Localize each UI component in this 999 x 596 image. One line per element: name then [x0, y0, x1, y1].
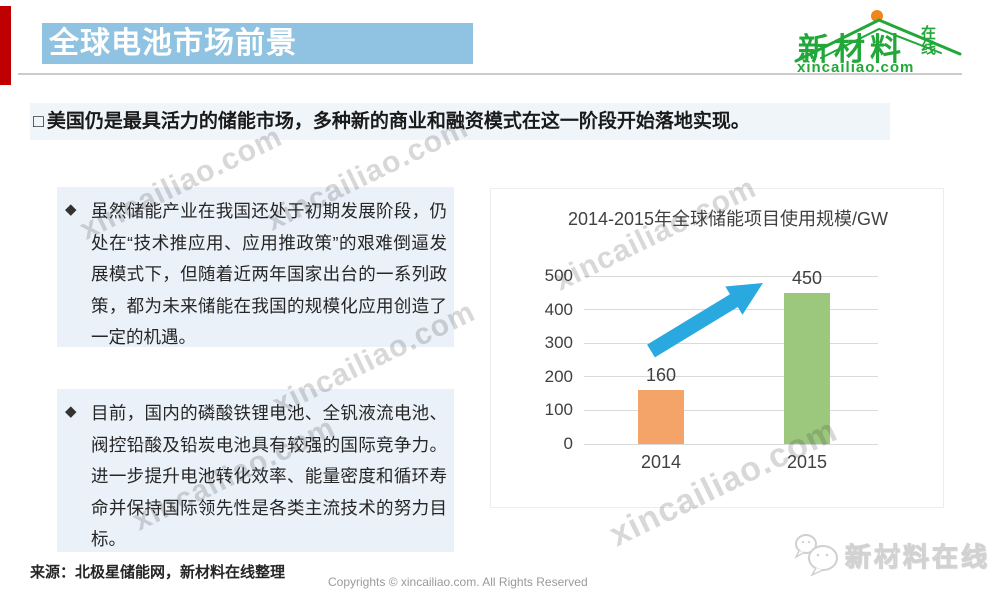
x-axis-label: 2014	[640, 452, 682, 472]
gridline	[584, 376, 878, 378]
left-accent-bar	[0, 6, 11, 85]
diamond-bullet-icon: ◆	[65, 201, 77, 218]
growth-arrow-icon	[647, 282, 763, 358]
logo-suffix: 在 线	[921, 26, 936, 56]
logo-name: 新材料	[798, 32, 906, 67]
bar-value-label: 450	[791, 267, 823, 288]
y-axis-tick: 200	[544, 366, 573, 386]
statement-text: 美国仍是最具活力的储能市场，多种新的商业和融资模式在这一阶段开始落地实现。	[46, 111, 750, 132]
bar-2014	[638, 390, 684, 444]
square-bullet: □	[33, 111, 44, 131]
gridline	[584, 409, 878, 411]
gridline	[584, 275, 878, 277]
y-axis-tick: 400	[544, 299, 573, 319]
bullet-block-2: ◆ 目前，国内的磷酸铁锂电池、全钒液流电池、阀控铅酸及铅炭电池具有较强的国际竞争…	[57, 389, 454, 552]
title-bar: 全球电池市场前景	[42, 23, 473, 64]
chart-title: 2014-2015年全球储能项目使用规模/GW	[567, 209, 889, 229]
y-axis-tick: 100	[544, 400, 573, 420]
chart-plot-area: 0 100 200 300 400 500 160 2014 450 2015	[491, 189, 943, 507]
page-title: 全球电池市场前景	[49, 27, 297, 60]
logo-domain: xincailiao.com	[797, 59, 915, 76]
footer-brand-text: 新材料在线	[844, 542, 991, 573]
header-divider	[18, 73, 962, 75]
brand-logo: 新材料 在 线 xincailiao.com	[793, 4, 973, 76]
house-roof-icon	[794, 10, 962, 63]
y-axis-tick: 500	[544, 266, 573, 285]
key-statement: □ 美国仍是最具活力的储能市场，多种新的商业和融资模式在这一阶段开始落地实现。	[30, 103, 890, 140]
bar-value-label: 160	[645, 365, 677, 386]
chat-bubbles-icon	[794, 534, 838, 577]
gridline	[584, 342, 878, 344]
chart-panel: 2014-2015年全球储能项目使用规模/GW 0 100 200 300 400 500…	[490, 188, 944, 508]
y-axis-tick: 0	[563, 434, 573, 453]
logo-suffix-top: 在	[921, 25, 937, 42]
diamond-bullet-icon: ◆	[65, 403, 77, 420]
y-axis-tick: 300	[544, 333, 573, 353]
logo-suffix-bottom: 线	[921, 40, 937, 57]
footer-brand: 新材料在线	[793, 531, 993, 581]
gridline	[584, 443, 878, 445]
bullet-text-2: 目前，国内的磷酸铁锂电池、全钒液流电池、阀控铅酸及铅炭电池具有较强的国际竞争力。…	[91, 403, 447, 549]
source-note: 来源：北极星储能网，新材料在线整理	[30, 564, 286, 581]
copyright: Copyrights © xincailiao.com. All Rights …	[328, 575, 588, 589]
bullet-block-1: ◆ 虽然储能产业在我国还处于初期发展阶段，仍处在“技术推应用、应用推政策”的艰难…	[57, 187, 454, 347]
bullet-text-1: 虽然储能产业在我国还处于初期发展阶段，仍处在“技术推应用、应用推政策”的艰难倒逼…	[91, 201, 447, 347]
bar-2015	[784, 292, 830, 444]
x-axis-label: 2015	[786, 452, 828, 472]
